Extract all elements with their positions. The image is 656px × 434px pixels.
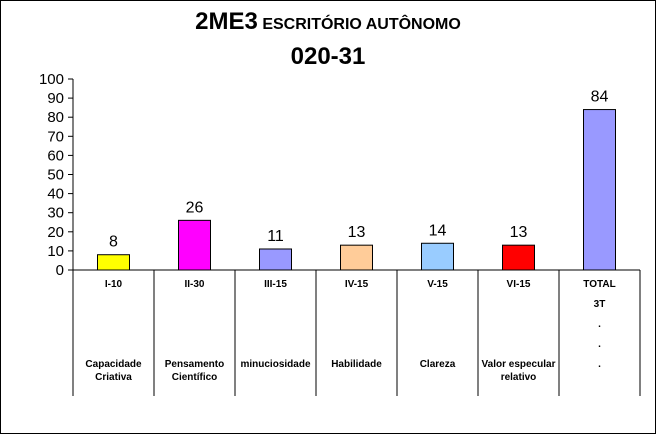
bar bbox=[340, 244, 373, 271]
category-dot: . bbox=[598, 359, 601, 370]
data-label: 13 bbox=[348, 224, 366, 241]
y-tick-label: 50 bbox=[47, 167, 64, 184]
y-tick-label: 10 bbox=[47, 243, 64, 260]
data-label: 84 bbox=[591, 89, 609, 106]
title-line-1: 2ME3 ESCRITÓRIO AUTÔNOMO bbox=[0, 6, 656, 41]
title-main: 2ME3 bbox=[195, 8, 258, 35]
category-description: Capacidade Criativa bbox=[85, 359, 142, 383]
chart-title: 2ME3 ESCRITÓRIO AUTÔNOMO 020-31 bbox=[0, 6, 656, 73]
title-line-2: 020-31 bbox=[290, 43, 366, 70]
category-dot: . bbox=[598, 319, 601, 330]
category-description: Habilidade bbox=[331, 359, 382, 370]
category-code: III-15 bbox=[264, 279, 287, 290]
category-code: VI-15 bbox=[506, 279, 531, 290]
bar bbox=[583, 109, 616, 271]
category-code: IV-15 bbox=[344, 279, 369, 290]
y-tick-label: 90 bbox=[47, 90, 64, 107]
data-label: 14 bbox=[429, 222, 447, 239]
y-tick-label: 100 bbox=[39, 71, 64, 88]
y-tick-label: 70 bbox=[47, 128, 64, 145]
title-sub: ESCRITÓRIO AUTÔNOMO bbox=[262, 16, 461, 33]
category-code: II-30 bbox=[184, 279, 205, 290]
y-tick-label: 40 bbox=[47, 186, 64, 203]
data-label: 8 bbox=[109, 234, 118, 251]
y-tick-label: 30 bbox=[47, 205, 64, 222]
bar bbox=[421, 242, 454, 271]
y-tick-label: 20 bbox=[47, 224, 64, 241]
category-description: 3T bbox=[593, 299, 606, 310]
y-tick-label: 80 bbox=[47, 109, 64, 126]
category-code: I-10 bbox=[104, 279, 123, 290]
category-description: Clareza bbox=[419, 359, 456, 370]
category-description: Valor especular relativo bbox=[481, 359, 556, 383]
y-tick-label: 0 bbox=[56, 262, 64, 279]
category-dot: . bbox=[598, 339, 601, 350]
y-tick-label: 60 bbox=[47, 147, 64, 164]
bar bbox=[259, 248, 292, 271]
category-description: Pensamento Científico bbox=[164, 359, 225, 383]
category-code: V-15 bbox=[427, 279, 448, 290]
data-label: 26 bbox=[186, 199, 204, 216]
bar bbox=[502, 244, 535, 271]
bar bbox=[178, 219, 211, 271]
category-code: TOTAL bbox=[583, 279, 616, 290]
data-label: 13 bbox=[510, 224, 528, 241]
data-label: 11 bbox=[267, 228, 284, 245]
category-description: minuciosidade bbox=[240, 359, 311, 370]
bar bbox=[97, 254, 130, 271]
